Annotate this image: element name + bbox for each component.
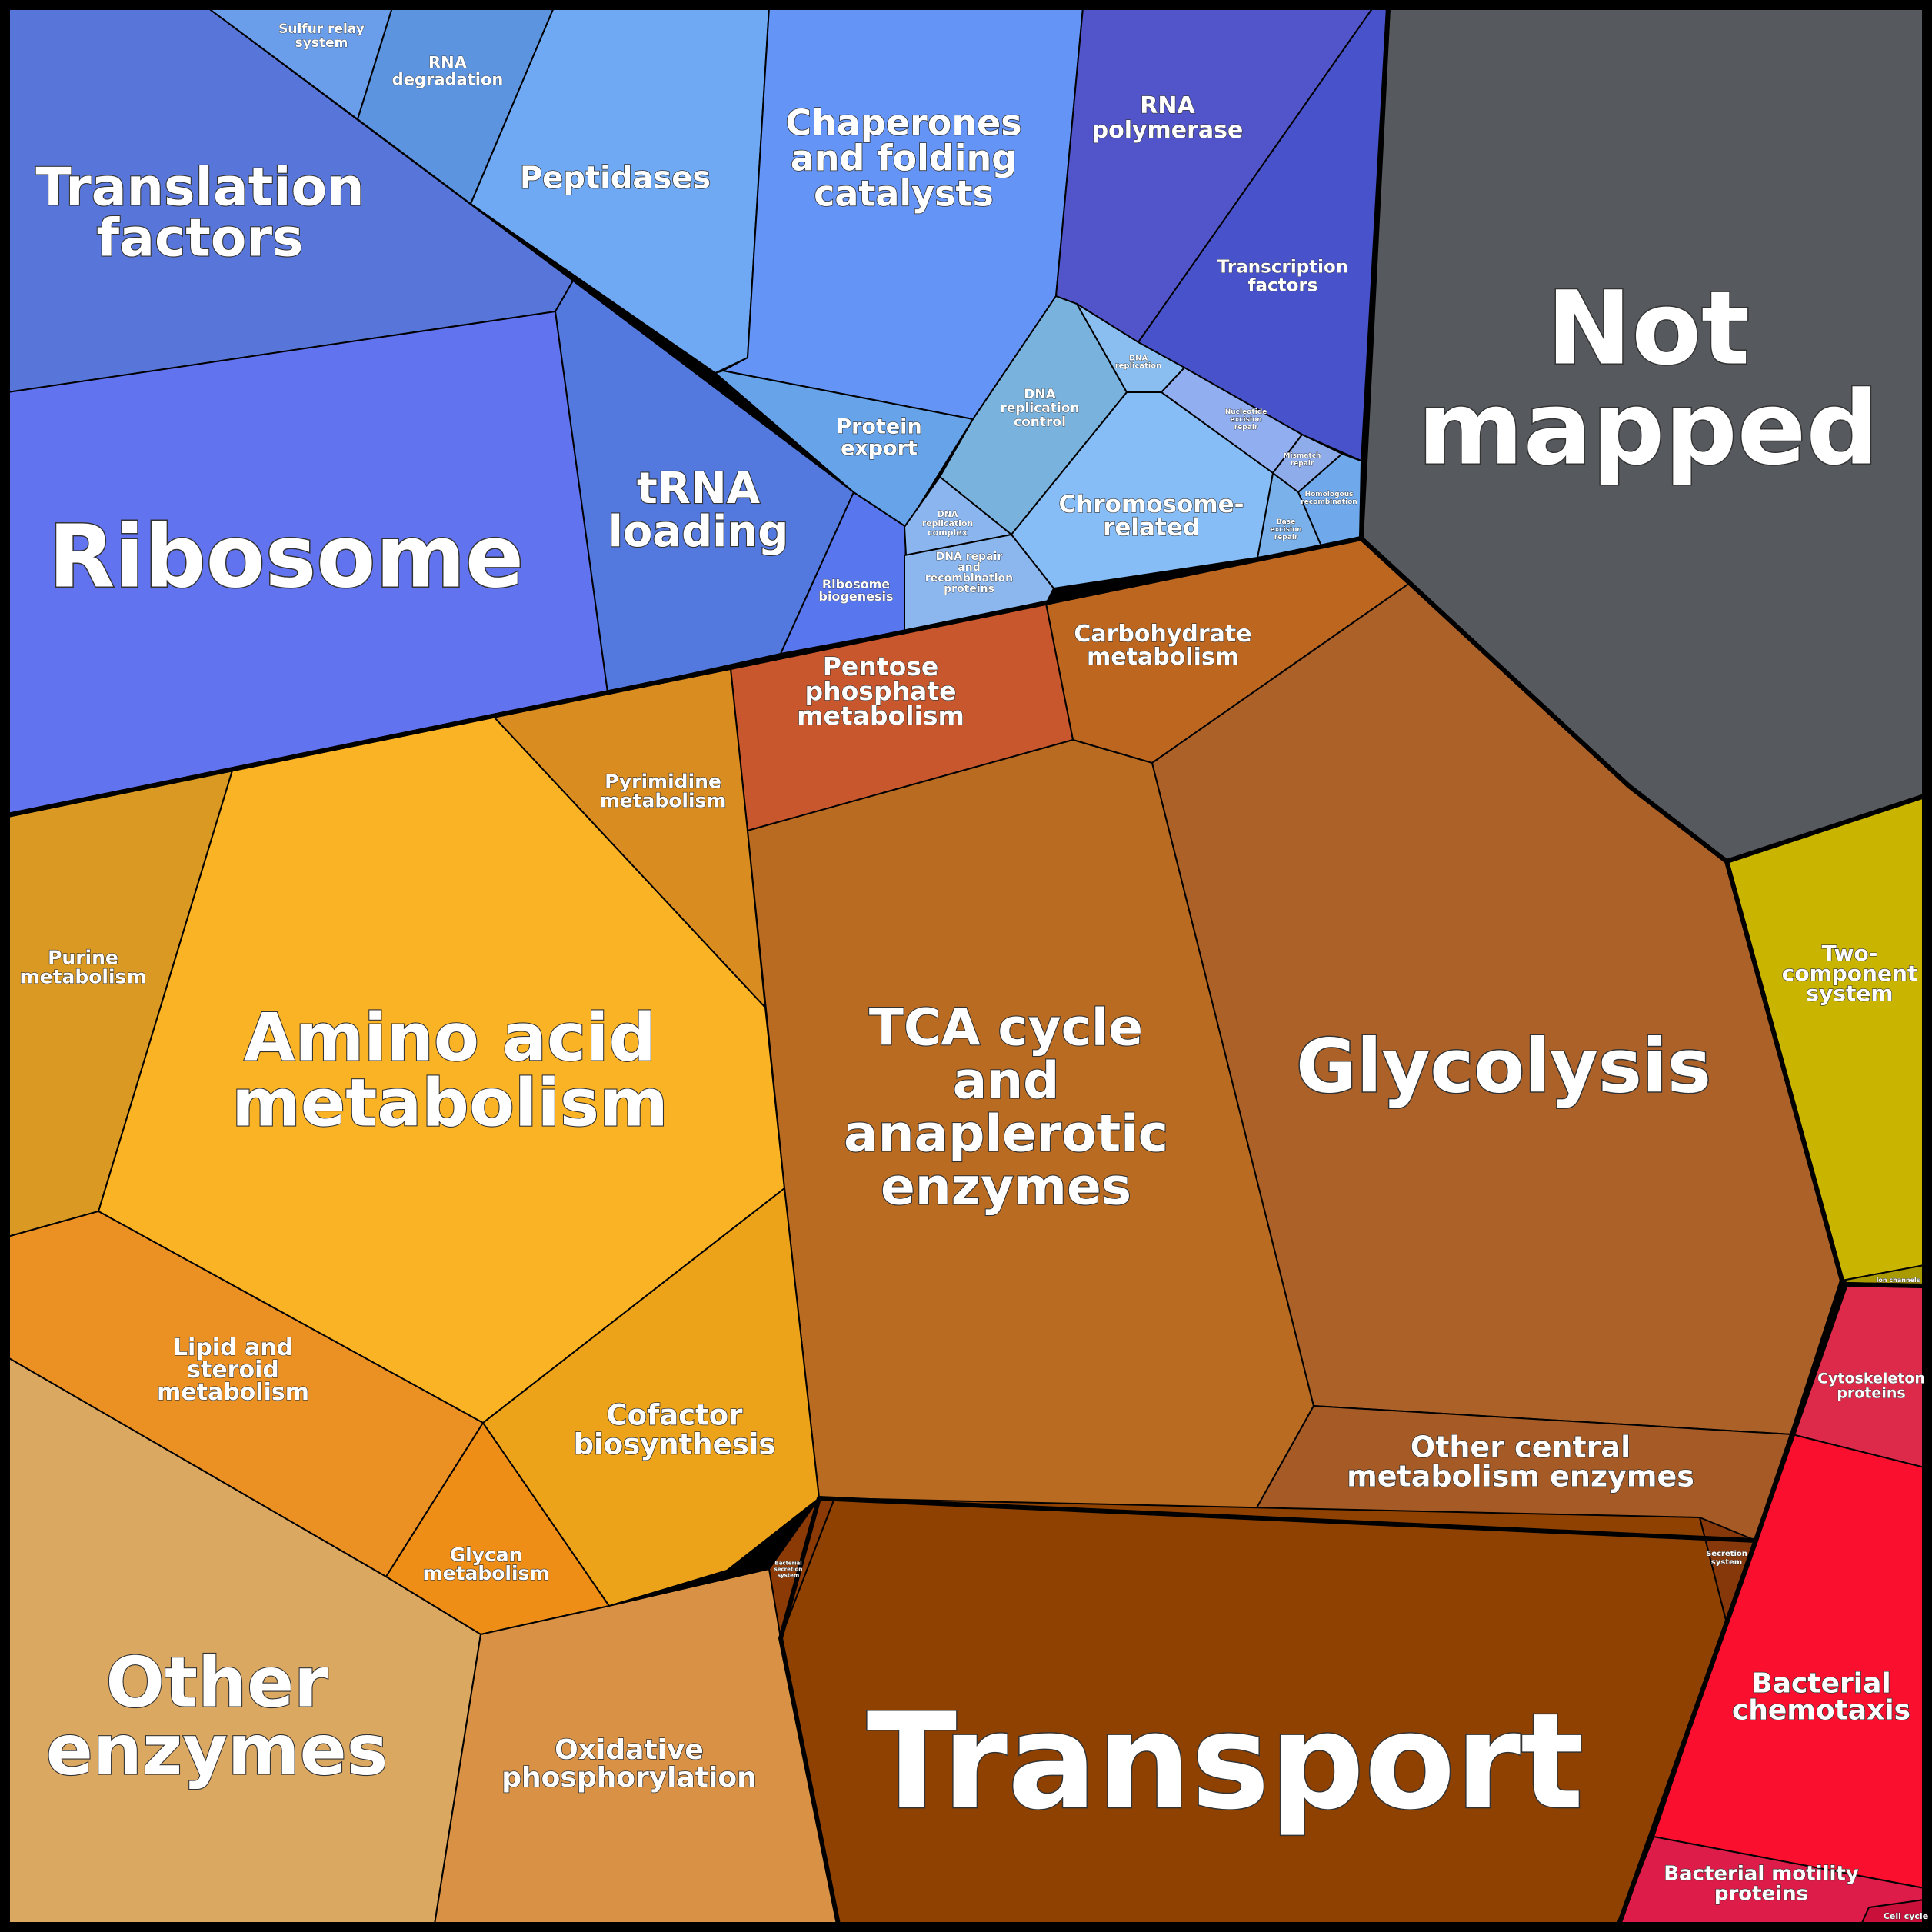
cell-cofactor-biosynthesis [482,1188,820,1607]
label-other-central: Other central metabolism enzymes [1347,1431,1694,1494]
label-mismatch-repair: Mismatch repair [1284,452,1321,468]
label-not-mapped: Not mapped [1417,270,1879,488]
label-pentose-phosphate: Pentose phosphate metabolism [797,651,964,731]
label-carbohydrate-metabolism: Carbohydrate metabolism [1074,621,1251,671]
label-cytoskeleton: Cytoskeleton proteins [1817,1370,1925,1401]
label-ribosome: Ribosome [48,507,524,607]
label-homologous-recombination: Homologous recombination [1301,491,1357,506]
cells-layer [7,7,1925,1925]
label-transcription-factors: Transcription factors [1217,257,1348,295]
label-dna-replication-complex: DNA replication complex [922,509,974,538]
label-dna-replication: DNA replication [1115,355,1162,371]
label-peptidases: Peptidases [520,160,711,195]
label-trna-loading: tRNA loading [608,464,789,557]
label-cell-cycle: Cell cycle [1884,1911,1928,1921]
label-cofactor-biosynthesis: Cofactor biosynthesis [574,1398,776,1461]
label-two-component: Two-component system [1782,941,1918,1006]
label-rna-degradation: RNA degradation [392,54,504,89]
label-other-enzymes: Other enzymes [46,1642,388,1790]
label-bacterial-chemotaxis: Bacterial chemotaxis [1732,1667,1910,1726]
label-purine-metabolism: Purine metabolism [20,947,147,988]
label-chromosome-related: Chromosome-related [1059,491,1244,541]
label-translation-factors: Translation factors [35,157,364,268]
label-secretion-system: Secretion system [1706,1550,1747,1567]
label-bacterial-motility: Bacterial motility proteins [1664,1862,1859,1905]
label-ion-channels: Ion channels [1876,1277,1920,1284]
label-protein-export: Protein export [836,415,921,461]
label-nucleotide-excision-repair: Nucleotide excision repair [1225,408,1267,431]
label-dna-replication-control: DNA replication control [1000,387,1079,430]
label-amino-acid-metabolism: Amino acid metabolism [232,999,668,1141]
label-ribosome-biogenesis: Ribosome biogenesis [818,577,893,604]
label-tca-cycle: TCA cycle and anaplerotic enzymes [844,998,1168,1216]
label-base-excision-repair: Base excision repair [1270,518,1301,541]
label-glycolysis: Glycolysis [1296,1024,1711,1110]
label-sulfur-relay: Sulfur relay system [278,22,365,51]
label-dna-repair: DNA repair and recombination proteins [925,551,1013,595]
label-glycan-metabolism: Glycan metabolism [423,1544,550,1584]
labels-layer: Translation factors Ribosome tRNA loading Rib… [19,22,1929,1922]
label-transport: Transport [867,1684,1584,1839]
label-bacterial-secretion: Bacterial secretion system [774,1561,803,1579]
label-oxidative-phosphorylation: Oxidative phosphorylation [501,1734,756,1794]
label-pyrimidine-metabolism: Pyrimidine metabolism [600,771,727,812]
label-rna-polymerase: RNA polymerase [1092,92,1244,144]
label-chaperones: Chaperones and folding catalysts [785,102,1021,215]
cell-protein-export [715,370,974,528]
label-lipid-steroid: Lipid and steroid metabolism [157,1334,309,1406]
